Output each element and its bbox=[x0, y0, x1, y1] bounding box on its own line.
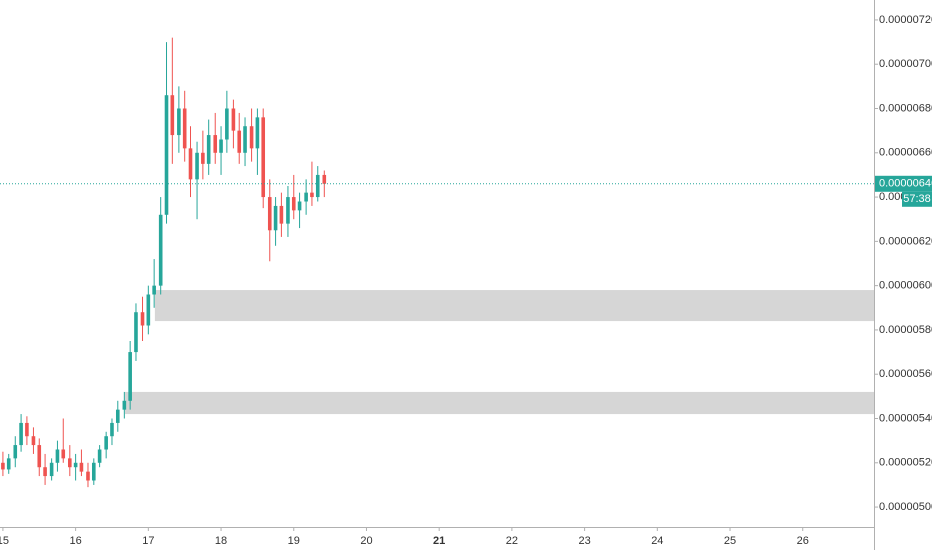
candle-body bbox=[243, 126, 247, 153]
x-tick-label: 21 bbox=[433, 535, 445, 547]
candle-body bbox=[249, 126, 254, 149]
candle-body bbox=[201, 152, 205, 164]
y-tick-label: 0.00000520 bbox=[879, 457, 932, 469]
candle-body bbox=[73, 462, 78, 468]
candles bbox=[0, 37, 874, 488]
candle-body bbox=[304, 192, 308, 202]
y-tick-label: 0.00000540 bbox=[879, 412, 932, 424]
labels: 0.00000500 0.00000520 0.00000540 0.00000560… bbox=[0, 14, 932, 547]
candle-body bbox=[79, 462, 84, 472]
last-price-badge bbox=[875, 175, 932, 192]
candle-body bbox=[237, 130, 242, 153]
candle-body bbox=[6, 458, 11, 470]
candle-body bbox=[55, 449, 60, 463]
candle-body bbox=[177, 108, 181, 136]
axes bbox=[0, 0, 878, 550]
candle-body bbox=[188, 148, 193, 180]
candle-body bbox=[97, 449, 102, 463]
x-tick-label: 25 bbox=[724, 535, 736, 547]
zone bbox=[154, 290, 874, 322]
candle-body bbox=[291, 197, 296, 211]
last-price-label: 0.00000646 bbox=[879, 178, 932, 190]
y-tick-label: 0.00000500 bbox=[879, 501, 932, 513]
candle-body bbox=[206, 135, 211, 164]
candle-body bbox=[225, 108, 229, 140]
candle-body bbox=[297, 201, 302, 211]
candle-body bbox=[286, 197, 290, 224]
candle-body bbox=[231, 108, 236, 131]
y-tick-label: 0.00000560 bbox=[879, 368, 932, 380]
candle-body bbox=[195, 152, 199, 180]
candle-body bbox=[213, 135, 218, 153]
x-tick-label: 22 bbox=[506, 535, 518, 547]
x-tick-label: 17 bbox=[142, 535, 154, 547]
candle-body bbox=[43, 467, 47, 477]
candle-body bbox=[310, 192, 314, 198]
candle-body bbox=[219, 139, 223, 153]
zone bbox=[125, 391, 875, 415]
y-tick-label: 0.00000580 bbox=[879, 324, 932, 336]
candle-body bbox=[158, 214, 163, 286]
candle-body bbox=[25, 422, 29, 437]
countdown-badge bbox=[902, 191, 932, 207]
candle-body bbox=[315, 174, 320, 198]
candle-body bbox=[31, 436, 36, 446]
candle-body bbox=[255, 117, 260, 149]
y-tick-label: 0.00000680 bbox=[879, 102, 932, 114]
candle-body bbox=[261, 117, 266, 198]
candle-body bbox=[134, 312, 138, 353]
x-tick-label: 23 bbox=[578, 535, 590, 547]
candle-body bbox=[146, 294, 151, 326]
candle-body bbox=[104, 436, 108, 450]
candle-body bbox=[37, 445, 42, 468]
x-tick-label: 26 bbox=[797, 535, 809, 547]
candle-body bbox=[164, 95, 169, 215]
x-tick-label: 19 bbox=[288, 535, 300, 547]
candle-body bbox=[68, 458, 72, 468]
y-tick-label: 0.00000720 bbox=[879, 14, 932, 26]
candle-body bbox=[91, 462, 96, 481]
x-tick-label: 24 bbox=[651, 535, 663, 547]
candle-body bbox=[115, 409, 120, 423]
candle-body bbox=[152, 285, 156, 295]
countdown-label: 57:38 bbox=[903, 193, 931, 205]
y-tick-label: 0.00000660 bbox=[879, 147, 932, 159]
candle-body bbox=[110, 422, 114, 437]
candle-body bbox=[170, 95, 175, 136]
candle-body bbox=[322, 174, 327, 184]
y-tick-label: 0.00000620 bbox=[879, 235, 932, 247]
y-tick-label: 0.00000700 bbox=[879, 58, 932, 70]
y-tick-label: 0.00000600 bbox=[879, 280, 932, 292]
candle-body bbox=[128, 352, 132, 401]
candle-body bbox=[13, 445, 18, 459]
candle-body bbox=[273, 205, 278, 231]
candle-body bbox=[122, 400, 127, 410]
candle-body bbox=[279, 205, 284, 224]
candle-body bbox=[86, 471, 90, 481]
candle-body bbox=[267, 197, 272, 231]
candle-body bbox=[61, 449, 66, 459]
x-tick-label: 20 bbox=[360, 535, 372, 547]
candle-body bbox=[182, 108, 187, 149]
candle-body bbox=[140, 312, 145, 326]
candle-body bbox=[49, 462, 54, 477]
x-tick-label: 15 bbox=[0, 535, 9, 547]
candle-body bbox=[1, 462, 5, 470]
x-tick-label: 18 bbox=[215, 535, 227, 547]
candle-body bbox=[19, 422, 23, 446]
x-tick-label: 16 bbox=[69, 535, 81, 547]
zones bbox=[125, 290, 875, 415]
